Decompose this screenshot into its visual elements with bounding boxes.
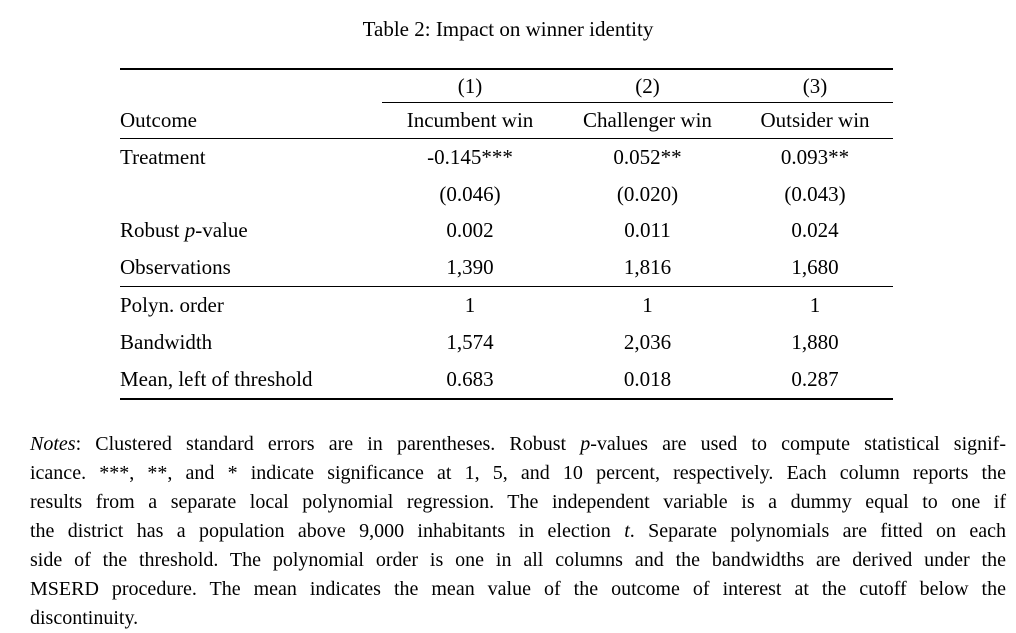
table-cell: 1,880 (791, 329, 839, 354)
row-label: Robust p-value (120, 218, 248, 243)
row-observations: Observations 1,390 1,816 1,680 (120, 249, 893, 288)
row-standard-errors: (0.046) (0.020) (0.043) (120, 176, 893, 213)
table-caption: Table 2: Impact on winner identity (362, 17, 654, 41)
notes-line: results from a separate local polynomial… (30, 490, 1006, 513)
row-label: Mean, left of threshold (120, 360, 382, 400)
table-cell: 1 (809, 293, 821, 318)
table-cell: 0.683 (382, 360, 558, 400)
row-label: Observations (120, 249, 382, 288)
table-cell: 1,816 (558, 249, 737, 288)
table-cell: 2,036 (623, 329, 672, 354)
table-cell: (0.020) (616, 181, 679, 206)
table-cell: 1,680 (737, 249, 893, 288)
column-number-3: (3) (737, 68, 893, 103)
notes-line: MSERD procedure. The mean indicates the … (30, 577, 1006, 600)
row-label: Treatment (120, 144, 206, 169)
results-table: (1) (2) (3) Outcome Incumbent win Challe… (120, 68, 893, 400)
table-cell: 0.011 (624, 218, 671, 243)
header-incumbent-win: Incumbent win (382, 102, 558, 139)
row-label: Bandwidth (120, 329, 213, 354)
notes-line: side of the threshold. The polynomial or… (30, 548, 1006, 571)
notes-line: the district has a population above 9,00… (30, 519, 1006, 542)
table-cell: 0.018 (558, 360, 737, 400)
header-outsider-win: Outsider win (737, 102, 893, 139)
column-header-row: Outcome Incumbent win Challenger win Out… (120, 102, 893, 139)
row-bandwidth: Bandwidth 1,574 2,036 1,880 (120, 324, 893, 361)
table-cell: 1 (464, 293, 476, 318)
row-robust-p-value: Robust p-value 0.002 0.011 0.024 (120, 213, 893, 250)
header-challenger-win: Challenger win (558, 102, 737, 139)
table-cell: 1,390 (382, 249, 558, 288)
notes-line: discontinuity. (30, 606, 139, 629)
column-number-2: (2) (558, 68, 737, 103)
table-cell: 1 (642, 293, 653, 318)
table-cell: 0.002 (446, 218, 494, 243)
outcome-header: Outcome (120, 102, 382, 139)
column-number-1: (1) (382, 68, 558, 103)
row-treatment: Treatment -0.145*** 0.052** 0.093** (120, 139, 893, 176)
row-label (120, 176, 382, 213)
notes-line: Notes: Clustered standard errors are in … (30, 432, 1006, 455)
row-mean-left-of-threshold: Mean, left of threshold 0.683 0.018 0.28… (120, 360, 893, 400)
row-polyn-order: Polyn. order 1 1 1 (120, 287, 893, 324)
table-cell: -0.145*** (427, 144, 513, 169)
row-label: Polyn. order (120, 293, 224, 318)
table-cell: 0.052** (613, 144, 682, 169)
table-cell: 0.024 (791, 218, 839, 243)
column-number-row: (1) (2) (3) (120, 68, 893, 103)
table-notes: Notes: Clustered standard errors are in … (30, 430, 1006, 633)
empty-corner-cell (120, 68, 382, 103)
table-cell: 0.287 (737, 360, 893, 400)
table-cell: (0.046) (439, 181, 501, 206)
table-cell: 0.093** (780, 144, 850, 169)
table-cell: 1,574 (446, 329, 494, 354)
table-cell: (0.043) (784, 181, 846, 206)
notes-line: icance. ***, **, and * indicate signific… (30, 461, 1006, 484)
